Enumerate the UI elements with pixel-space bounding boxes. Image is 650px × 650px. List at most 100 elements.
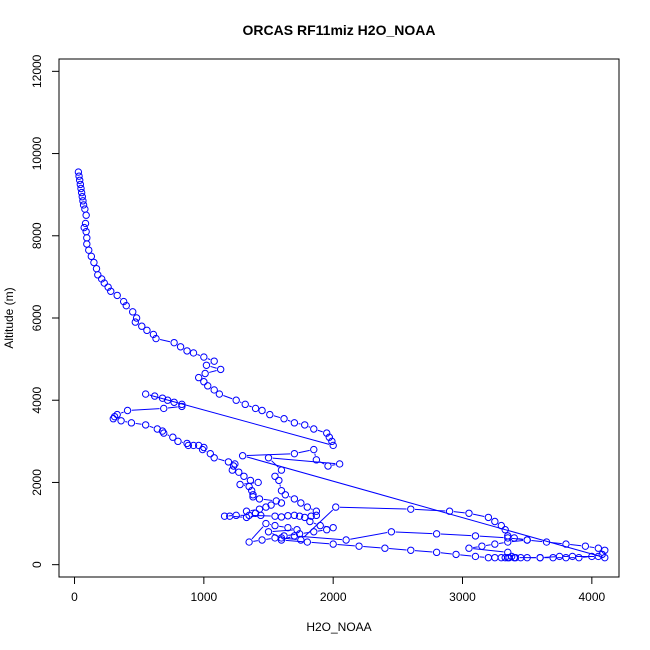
data-point [246, 476, 255, 485]
series-segment [288, 496, 291, 498]
data-point [169, 433, 177, 441]
y-tick-label: 0 [30, 561, 44, 568]
data-point [452, 550, 460, 559]
data-point [80, 223, 88, 232]
data-point [81, 219, 90, 228]
data-point [143, 326, 151, 335]
data-point [110, 412, 119, 421]
data-point [210, 454, 218, 462]
data-point [381, 544, 389, 552]
series-segment [272, 457, 336, 465]
series-segment [389, 548, 407, 551]
data-point [432, 530, 441, 538]
data-point [210, 357, 218, 365]
series-segment [239, 401, 242, 404]
data-point [271, 512, 279, 520]
series-segment [570, 544, 582, 547]
data-point [407, 546, 415, 554]
data-point [131, 318, 140, 326]
data-point [307, 512, 315, 520]
data-point [310, 425, 318, 433]
series-segment [472, 513, 485, 518]
data-point [163, 396, 172, 404]
data-point [149, 330, 158, 339]
data-point [295, 512, 304, 520]
data-point [316, 521, 324, 530]
series-segment [314, 453, 316, 456]
data-point [542, 538, 551, 546]
data-point [206, 449, 215, 458]
data-point [271, 534, 279, 542]
data-point [262, 503, 270, 511]
data-point [160, 429, 168, 437]
series-segment [589, 546, 595, 549]
data-point [79, 197, 87, 205]
series-segment [207, 358, 211, 361]
data-point [284, 523, 292, 532]
series-segment [263, 498, 273, 501]
series-segment [317, 429, 323, 433]
data-point [290, 449, 299, 458]
data-point [277, 534, 286, 542]
data-point [312, 456, 321, 464]
data-point [220, 512, 229, 520]
data-point [90, 258, 98, 267]
data-point [122, 301, 130, 310]
data-point [271, 472, 279, 480]
data-point [215, 390, 224, 398]
series-segment [339, 506, 407, 510]
data-point [245, 482, 253, 491]
data-point [328, 437, 336, 446]
data-point [249, 493, 257, 501]
data-point [200, 353, 208, 361]
data-point [113, 291, 121, 300]
series-segment [135, 422, 142, 425]
series-segment [453, 511, 465, 514]
data-point [284, 512, 292, 520]
data-point [127, 419, 136, 427]
data-point [491, 517, 499, 526]
data-point [216, 365, 225, 374]
data-point [85, 246, 93, 254]
data-point [297, 536, 305, 544]
series-segment [395, 531, 433, 535]
data-point [536, 553, 544, 562]
data-point [189, 349, 198, 357]
data-point [303, 503, 312, 511]
series-segment [473, 548, 504, 553]
data-point [281, 491, 290, 499]
data-point [491, 553, 499, 562]
series-segment [298, 535, 342, 541]
data-point [290, 532, 299, 540]
series-segment [303, 509, 334, 538]
series-segment [310, 508, 313, 510]
series-segment [313, 522, 317, 525]
series-segment [149, 425, 154, 429]
data-point [245, 511, 253, 520]
data-point [342, 536, 350, 544]
data-point [82, 227, 90, 236]
series-segment [223, 395, 233, 400]
data-point [176, 343, 185, 351]
series-segment [531, 539, 543, 543]
data-point [255, 505, 264, 513]
series-segment [120, 411, 124, 414]
data-point [271, 521, 279, 530]
series-segment [251, 526, 264, 540]
data-point [257, 511, 265, 520]
x-tick-label: 4000 [578, 590, 605, 604]
data-point [301, 421, 309, 429]
series-segment [248, 405, 252, 408]
series-segment [485, 544, 491, 547]
data-point [280, 415, 288, 423]
data-point [83, 240, 91, 248]
data-point [204, 382, 212, 390]
data-point [562, 553, 570, 562]
data-point [445, 507, 454, 515]
data-point [501, 526, 509, 534]
series-segment [253, 540, 258, 542]
data-point [432, 548, 441, 557]
data-point [277, 513, 286, 521]
data-point [251, 509, 260, 517]
